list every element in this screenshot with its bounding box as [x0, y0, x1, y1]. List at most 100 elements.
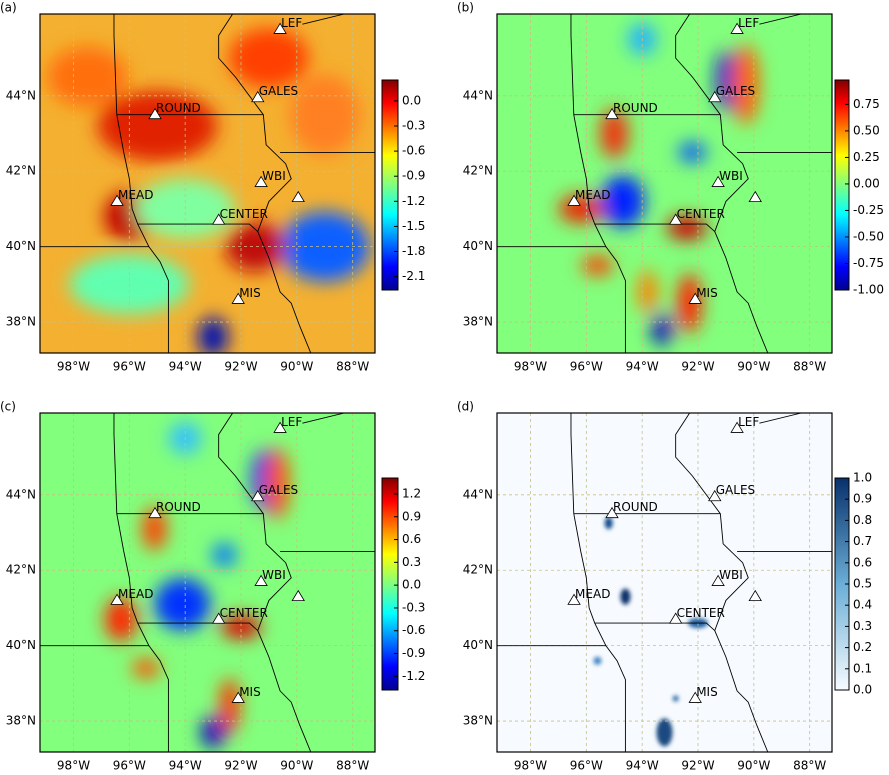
station-label: LEF [738, 415, 759, 429]
station-label: MEAD [118, 188, 153, 202]
colorbar-tick-label: 0.7 [853, 534, 872, 548]
field-blob [212, 543, 237, 568]
colorbar-tick-label: 0.4 [853, 598, 872, 612]
colorbar [381, 477, 399, 691]
station-marker [708, 90, 722, 103]
lat-tick-label: 42°N [6, 164, 36, 178]
station-marker [730, 421, 744, 433]
lon-tick-label: 98°W [57, 360, 90, 374]
station-label: CENTER [220, 606, 268, 620]
colorbar-tick-label: -0.75 [853, 256, 884, 270]
station-label: WBI [719, 169, 743, 183]
station-marker [605, 506, 619, 519]
lon-tick-label: 94°W [169, 360, 202, 374]
lat-tick-label: 38°N [463, 714, 493, 728]
lat-tick-label: 42°N [463, 164, 493, 178]
map-frame [496, 412, 833, 753]
field-blob [201, 716, 226, 749]
lat-tick-label: 38°N [463, 315, 493, 329]
lat-tick-label: 42°N [463, 563, 493, 577]
lon-tick-label: 92°W [681, 759, 714, 772]
panel-label: (c) [0, 400, 16, 414]
colorbar-tick-label: -0.3 [402, 600, 425, 614]
colorbar-tick-label: 0.8 [853, 513, 872, 527]
field-blob [620, 588, 631, 605]
station-marker [148, 107, 162, 120]
map-panel: 98°W 96°W 94°W 92°W 90°W 88°W 44°N 42°N 40°N 38°N… [457, 400, 872, 773]
colorbar-tick-label: 0.2 [853, 640, 872, 654]
colorbar-tick-label: -1.00 [853, 283, 884, 297]
field-blob [656, 718, 673, 747]
lon-tick-label: 96°W [570, 759, 603, 772]
field-blob [731, 44, 760, 125]
lat-tick-label: 40°N [463, 239, 493, 253]
field-blob [637, 269, 658, 314]
field-blob [221, 614, 261, 639]
field-blob [672, 695, 679, 702]
colorbar-tick-label: -0.3 [402, 119, 425, 133]
station-marker [254, 175, 268, 187]
station-marker [708, 489, 722, 502]
state-border [675, 14, 769, 353]
field-blob [651, 313, 672, 346]
map-panel: 98°W 96°W 94°W 92°W 90°W 88°W 44°N 42°N 40°N 38°N… [0, 400, 425, 773]
colorbar-tick-label: 0.9 [853, 492, 872, 506]
colorbar [834, 79, 850, 291]
station-marker [605, 107, 619, 120]
field-blob [224, 221, 285, 272]
station-label: WBI [262, 568, 286, 582]
station-marker [110, 593, 124, 605]
station-marker [567, 194, 581, 206]
lon-tick-label: 88°W [793, 759, 826, 772]
station-marker [211, 612, 226, 624]
lat-tick-label: 38°N [6, 714, 36, 728]
lon-tick-label: 96°W [113, 759, 146, 772]
lon-tick-label: 90°W [280, 759, 313, 772]
colorbar-tick-label: -0.6 [402, 623, 425, 637]
station-marker [668, 213, 683, 225]
station-label: GALES [716, 84, 755, 98]
field-blob [228, 28, 309, 89]
map-frame [39, 412, 376, 753]
lon-tick-label: 94°W [626, 360, 659, 374]
lon-tick-label: 94°W [626, 759, 659, 772]
colorbar-tick-label: 0.5 [853, 577, 872, 591]
colorbar-tick-label: -1.2 [402, 194, 425, 208]
field-blob [678, 142, 707, 163]
station-label: ROUND [156, 500, 201, 514]
colorbar-tick-label: 0.00 [853, 176, 880, 190]
station-label: CENTER [677, 207, 725, 221]
field-blob [154, 578, 211, 631]
panel-label: (b) [457, 1, 474, 15]
lon-tick-label: 94°W [169, 759, 202, 772]
map-panel: 98°W 96°W 94°W 92°W 90°W 88°W 44°N 42°N 40°N 38°N… [0, 1, 425, 374]
colorbar-tick-label: 0.9 [402, 509, 421, 523]
lat-tick-label: 44°N [463, 88, 493, 102]
field-blob [600, 108, 629, 159]
state-border [759, 14, 802, 25]
station-marker [711, 574, 725, 586]
lon-tick-label: 98°W [57, 759, 90, 772]
station-marker [567, 593, 581, 605]
lon-tick-label: 92°W [224, 360, 257, 374]
station-label: MIS [696, 685, 718, 699]
colorbar-tick-label: -2.1 [402, 269, 425, 283]
lon-tick-label: 90°W [737, 759, 770, 772]
station-label: MIS [239, 286, 261, 300]
lon-tick-label: 88°W [793, 360, 826, 374]
station-marker [730, 22, 744, 34]
map-frame [39, 13, 376, 354]
colorbar-tick-label: 0.3 [853, 619, 872, 633]
colorbar-tick-label: 0.0 [402, 93, 421, 107]
station-label: CENTER [220, 207, 268, 221]
colorbar-tick-label: -1.2 [402, 669, 425, 683]
lat-tick-label: 44°N [6, 487, 36, 501]
station-label: ROUND [613, 500, 658, 514]
station-label: MIS [239, 685, 261, 699]
station-label: MIS [696, 286, 718, 300]
lon-tick-label: 90°W [280, 360, 313, 374]
station-marker [711, 175, 725, 187]
lon-tick-label: 96°W [570, 360, 603, 374]
colorbar-tick-label: -0.6 [402, 144, 425, 158]
